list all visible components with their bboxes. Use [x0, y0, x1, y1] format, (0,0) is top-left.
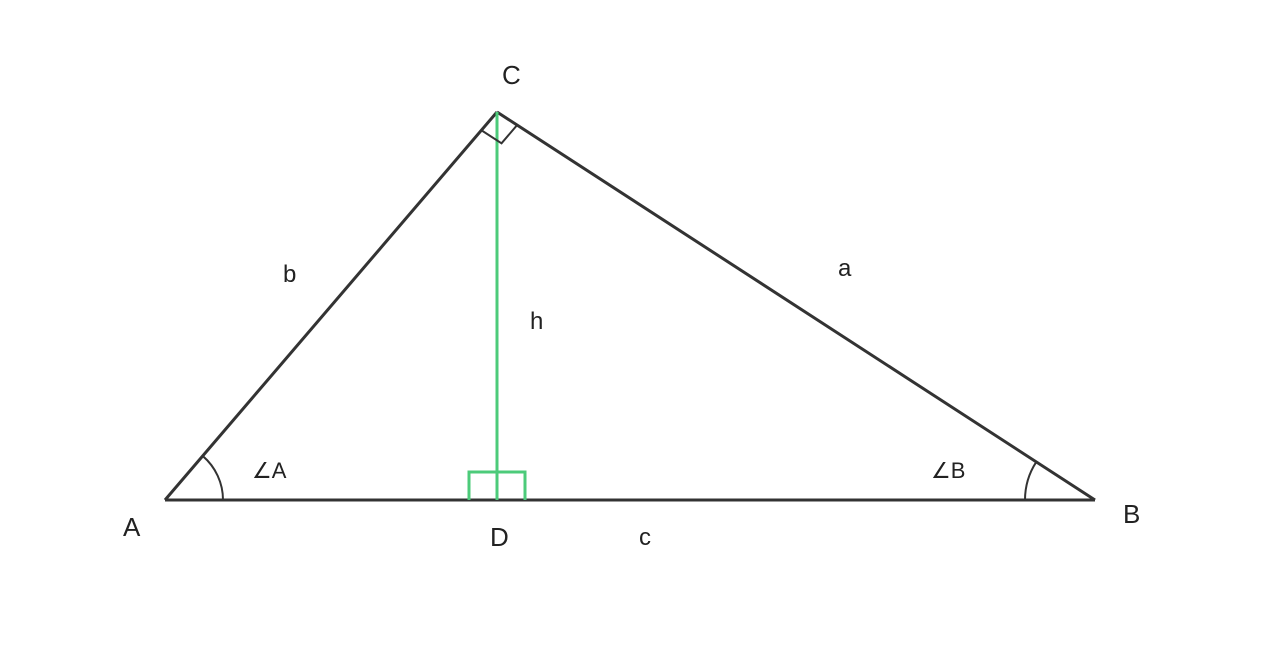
vertex-a-label: A [123, 512, 141, 542]
angle-b-arc [1025, 462, 1036, 500]
angle-a-label: ∠A [252, 458, 287, 483]
side-a-label: a [838, 255, 852, 282]
vertex-b-label: B [1123, 499, 1140, 529]
angle-a-arc [203, 456, 223, 500]
triangle-diagram: A B C D c a b h ∠A ∠B [0, 0, 1280, 670]
angle-b-label: ∠B [931, 458, 965, 483]
altitude-label: h [530, 308, 543, 335]
side-b-label: b [283, 261, 296, 288]
vertex-d-label: D [490, 522, 509, 552]
right-angle-c-marker [481, 125, 517, 143]
side-a [497, 112, 1095, 500]
side-b [165, 112, 497, 500]
side-c-label: c [639, 524, 651, 551]
vertex-c-label: C [502, 60, 521, 90]
